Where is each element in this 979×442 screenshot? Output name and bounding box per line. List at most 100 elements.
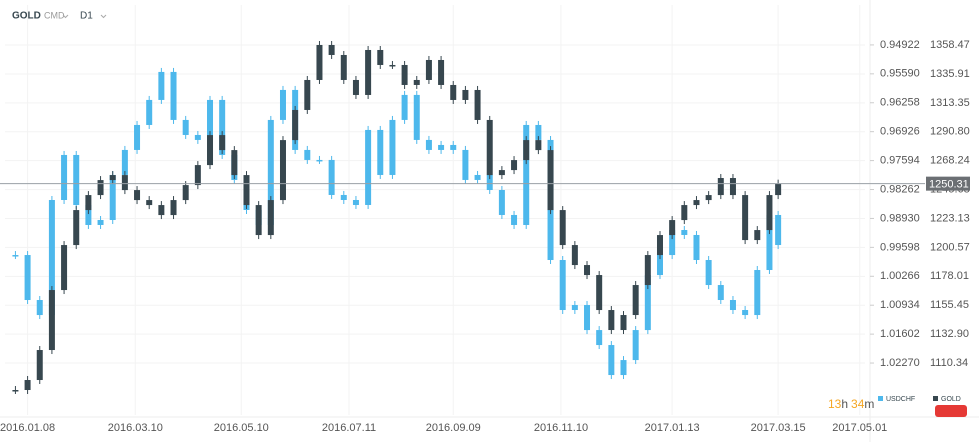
x-tick-label: 2017.05.01 xyxy=(832,422,887,434)
candle xyxy=(754,270,761,316)
candle xyxy=(669,220,676,236)
dropdown-icon[interactable] xyxy=(62,14,69,19)
candle xyxy=(705,260,712,286)
grid xyxy=(5,5,865,415)
candle xyxy=(219,99,226,155)
candle xyxy=(775,214,782,246)
candle xyxy=(669,230,676,256)
y2-tick-label: 0.98930 xyxy=(880,212,920,224)
candle xyxy=(425,59,432,80)
candle xyxy=(48,199,55,316)
candle xyxy=(365,129,372,205)
candle xyxy=(255,205,262,236)
legend-swatch xyxy=(878,396,883,401)
candle xyxy=(219,135,226,151)
x-tick-label: 2016.03.10 xyxy=(108,422,163,434)
y-tick-label: 1132.90 xyxy=(930,328,969,340)
candle xyxy=(279,89,286,120)
candle xyxy=(474,89,481,120)
candle xyxy=(158,205,165,216)
candle xyxy=(73,210,80,246)
candle xyxy=(438,59,445,85)
x-tick-label: 2016.01.08 xyxy=(0,422,55,434)
legend-label: GOLD xyxy=(941,396,961,403)
candle xyxy=(401,64,408,85)
legend-label: USDCHF xyxy=(886,396,915,403)
candle xyxy=(328,44,335,55)
y2-tick-label: 0.94922 xyxy=(880,39,920,51)
candle xyxy=(681,230,688,235)
candle xyxy=(61,154,68,200)
y2-tick-label: 1.00266 xyxy=(880,270,920,282)
candle xyxy=(535,140,542,151)
candle xyxy=(717,178,724,196)
candle xyxy=(352,199,359,205)
last-price-label: 1250.31 xyxy=(929,179,969,191)
candle xyxy=(109,175,116,181)
candle xyxy=(12,255,19,257)
candle xyxy=(194,134,201,140)
candle xyxy=(547,150,554,211)
timer-unit: m xyxy=(864,397,874,411)
candle xyxy=(292,109,299,141)
candle xyxy=(644,255,651,286)
candle xyxy=(146,99,153,125)
candle xyxy=(24,255,31,301)
candle xyxy=(450,144,457,150)
candle xyxy=(559,260,566,311)
candle xyxy=(158,71,165,100)
candle xyxy=(729,300,736,311)
candle xyxy=(182,119,189,135)
y-tick-label: 1110.34 xyxy=(930,357,968,369)
candle xyxy=(523,140,530,161)
candle xyxy=(693,234,700,261)
candle xyxy=(766,214,773,271)
button[interactable] xyxy=(935,405,967,417)
candle xyxy=(632,285,639,316)
candle xyxy=(231,150,238,176)
y2-tick-label: 1.02270 xyxy=(880,357,920,369)
candle xyxy=(656,235,663,256)
candle xyxy=(535,124,542,140)
candle xyxy=(97,180,104,196)
candle xyxy=(267,200,274,236)
candle xyxy=(584,305,591,331)
candle xyxy=(377,49,384,65)
y-tick-label: 1200.57 xyxy=(930,241,970,253)
candle xyxy=(267,119,274,225)
y-tick-label: 1290.80 xyxy=(930,126,970,138)
y2-tick-label: 1.00934 xyxy=(880,299,920,311)
y2-tick-label: 0.97594 xyxy=(880,155,920,167)
candle xyxy=(316,159,323,162)
candle xyxy=(243,175,250,206)
candle xyxy=(571,305,578,311)
market[interactable]: CMD xyxy=(44,10,65,20)
candle xyxy=(97,220,104,225)
candle xyxy=(121,175,128,191)
candle xyxy=(705,195,712,201)
dropdown-icon[interactable] xyxy=(100,14,107,19)
y-tick-label: 1223.13 xyxy=(930,212,970,224)
candle xyxy=(24,380,31,391)
interval[interactable]: D1 xyxy=(80,11,93,22)
candle xyxy=(608,310,615,331)
y2-tick-label: 0.96258 xyxy=(880,97,920,109)
candle xyxy=(85,195,92,211)
candle xyxy=(729,178,736,196)
candle xyxy=(717,285,724,301)
y-tick-label: 1335.91 xyxy=(930,68,970,80)
candle xyxy=(523,124,530,225)
candle xyxy=(316,44,323,80)
candle xyxy=(109,174,116,221)
candle xyxy=(742,310,749,316)
y2-tick-label: 0.95590 xyxy=(880,68,920,80)
symbol[interactable]: GOLD xyxy=(12,11,41,22)
y-tick-label: 1313.35 xyxy=(930,97,970,109)
candle xyxy=(620,360,627,376)
candle xyxy=(462,149,469,180)
candle xyxy=(207,99,214,140)
candle xyxy=(559,210,566,246)
timer-unit: h xyxy=(841,397,848,411)
